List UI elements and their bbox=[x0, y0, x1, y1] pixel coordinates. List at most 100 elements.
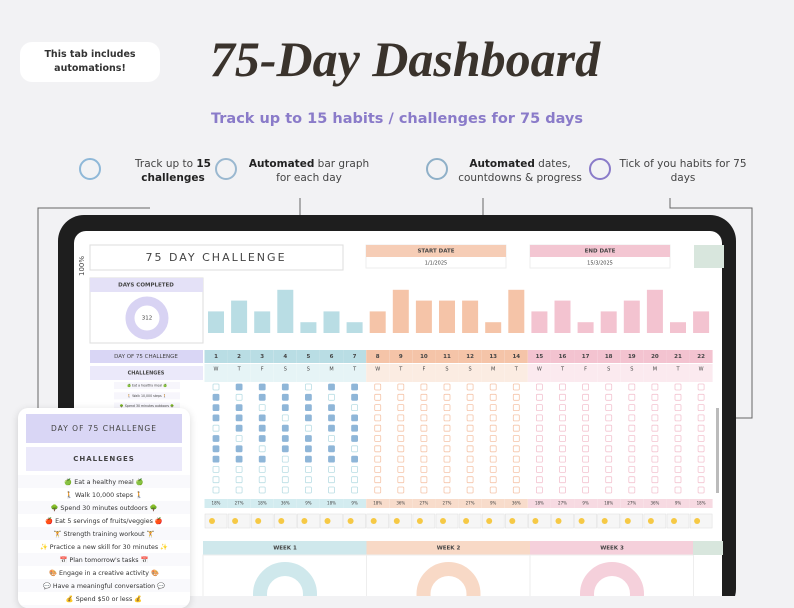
checkbox bbox=[328, 435, 335, 442]
checkbox bbox=[281, 486, 289, 494]
bar bbox=[254, 311, 271, 333]
mood-icon bbox=[393, 518, 400, 524]
mood-icon bbox=[532, 518, 539, 524]
day-cell bbox=[481, 350, 505, 363]
checkbox bbox=[697, 435, 705, 442]
feature-text: 15 challenges bbox=[141, 158, 211, 184]
mood-cell bbox=[597, 513, 620, 529]
checkbox bbox=[559, 486, 566, 494]
checkbox bbox=[397, 435, 405, 442]
weekday: T bbox=[352, 367, 357, 373]
mood-cell bbox=[297, 513, 320, 529]
weekday-cell bbox=[643, 364, 667, 382]
progress-label: 9% bbox=[490, 501, 497, 506]
day-number: 4 bbox=[283, 354, 287, 360]
checkbox bbox=[674, 424, 682, 432]
checkbox bbox=[489, 445, 497, 453]
weekday-cell bbox=[551, 364, 574, 382]
checkbox bbox=[466, 476, 474, 484]
checkbox bbox=[628, 465, 636, 473]
checkbox bbox=[281, 424, 289, 432]
checkbox bbox=[351, 486, 359, 494]
checkbox bbox=[489, 383, 497, 391]
dashboard-title: 75 DAY CHALLENGE bbox=[145, 251, 286, 264]
checkbox bbox=[258, 383, 266, 391]
checkbox bbox=[466, 486, 474, 494]
checkbox bbox=[466, 465, 474, 473]
mood-cell bbox=[412, 513, 436, 529]
day-header-cell bbox=[90, 350, 203, 363]
bar bbox=[300, 322, 317, 333]
checkbox bbox=[212, 414, 220, 422]
checkbox bbox=[258, 465, 266, 473]
day-number: 12 bbox=[466, 354, 474, 360]
day-number: 14 bbox=[512, 354, 520, 360]
mood-cell bbox=[250, 513, 274, 529]
bar bbox=[508, 289, 525, 333]
mood-icon bbox=[694, 518, 701, 524]
bar bbox=[646, 289, 663, 333]
checkbox bbox=[351, 404, 359, 412]
checkbox bbox=[258, 445, 266, 453]
checkbox bbox=[397, 404, 405, 412]
checkbox bbox=[351, 455, 359, 463]
checkbox bbox=[628, 476, 636, 484]
mood-cell bbox=[366, 513, 389, 529]
week-header bbox=[530, 541, 694, 555]
mood-icon bbox=[555, 518, 562, 524]
weekday-cell bbox=[320, 364, 343, 382]
checkbox bbox=[281, 414, 289, 422]
checkbox bbox=[443, 383, 451, 391]
bar bbox=[670, 322, 686, 333]
weekday-cell bbox=[389, 364, 413, 382]
checkbox bbox=[582, 404, 589, 412]
weekday-cell bbox=[296, 364, 320, 382]
checkbox bbox=[328, 414, 335, 422]
date-label: END DATE bbox=[585, 249, 616, 255]
checkbox bbox=[628, 435, 636, 442]
panel-challenge: 🍎 Eat 5 servings of fruits/veggies 🍎 bbox=[18, 514, 190, 527]
checkbox bbox=[536, 404, 543, 412]
day-cell bbox=[320, 350, 343, 363]
progress-cell bbox=[343, 499, 367, 508]
checkbox bbox=[304, 424, 312, 432]
panel-day-header: DAY OF 75 CHALLENGE bbox=[26, 414, 182, 443]
progress-cell bbox=[320, 499, 343, 508]
checkbox bbox=[397, 445, 405, 453]
weekday: T bbox=[514, 367, 519, 373]
day-cell bbox=[435, 350, 459, 363]
checkbox bbox=[443, 404, 451, 412]
mood-cell bbox=[343, 513, 366, 529]
checkbox bbox=[536, 383, 543, 391]
bar bbox=[415, 300, 432, 333]
weekday-cell bbox=[366, 364, 390, 382]
bar bbox=[577, 322, 594, 333]
progress-cell bbox=[643, 499, 667, 508]
checkbox bbox=[559, 414, 566, 422]
checkbox bbox=[536, 465, 543, 473]
checkbox bbox=[328, 393, 335, 401]
weekday-cell bbox=[204, 364, 228, 382]
weekday-cell bbox=[504, 364, 528, 382]
checkbox bbox=[397, 486, 405, 494]
progress-label: 18% bbox=[327, 501, 336, 506]
checkbox bbox=[328, 455, 335, 463]
checkbox bbox=[374, 393, 382, 401]
progress-cell bbox=[458, 499, 482, 508]
mood-cell bbox=[204, 513, 228, 529]
progress-label: 9% bbox=[351, 501, 358, 506]
checkbox bbox=[489, 476, 497, 484]
checkbox bbox=[582, 455, 589, 463]
checkbox bbox=[559, 445, 566, 453]
checkbox bbox=[628, 486, 636, 494]
day-number: 8 bbox=[376, 354, 380, 360]
mood-icon bbox=[463, 518, 470, 524]
checkbox bbox=[374, 476, 382, 484]
checkbox bbox=[697, 424, 705, 432]
checkbox bbox=[605, 393, 613, 401]
checkbox bbox=[420, 486, 428, 494]
progress-label: 27% bbox=[235, 501, 244, 506]
mood-cell bbox=[689, 513, 713, 529]
checkbox bbox=[351, 476, 359, 484]
mood-icon bbox=[509, 518, 516, 524]
